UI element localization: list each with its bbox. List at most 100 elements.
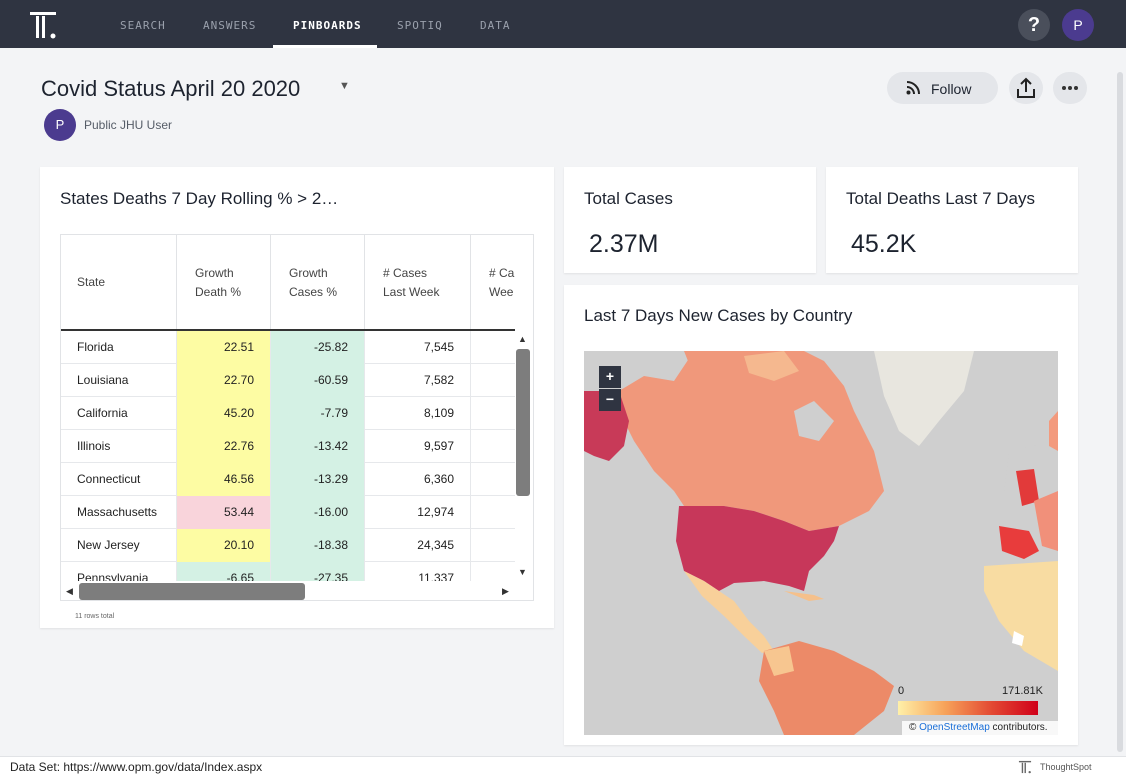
color-legend xyxy=(898,701,1038,715)
cases-week-cell[interactable] xyxy=(471,463,515,496)
state-cell[interactable]: California xyxy=(61,397,177,430)
table-row[interactable]: California 45.20 -7.79 8,109 xyxy=(61,397,515,430)
attribution-suffix: contributors. xyxy=(992,722,1048,733)
cases-week-cell[interactable] xyxy=(471,496,515,529)
user-avatar[interactable]: P xyxy=(1062,9,1094,41)
table-row[interactable]: Florida 22.51 -25.82 7,545 xyxy=(61,331,515,364)
cases-last-week-cell[interactable]: 9,597 xyxy=(365,430,471,463)
data-table: State Growth Death % Growth Cases % # Ca… xyxy=(60,234,534,601)
chevron-down-icon[interactable]: ▼ xyxy=(339,80,350,92)
cases-last-week-cell[interactable]: 6,360 xyxy=(365,463,471,496)
rss-icon xyxy=(906,81,920,95)
growth-cases-cell[interactable]: -13.29 xyxy=(271,463,365,496)
growth-death-cell[interactable]: 22.70 xyxy=(177,364,271,397)
zoom-out-button[interactable]: − xyxy=(599,389,621,411)
table-row[interactable]: Louisiana 22.70 -60.59 7,582 xyxy=(61,364,515,397)
horizontal-scrollbar-thumb[interactable] xyxy=(79,583,305,600)
column-header-cases-week[interactable]: # Ca Wee xyxy=(471,235,515,330)
state-cell[interactable]: Louisiana xyxy=(61,364,177,397)
map-card: Last 7 Days New Cases by Country xyxy=(564,285,1078,745)
kpi-title[interactable]: Total Cases xyxy=(584,189,673,208)
state-cell[interactable]: Massachusetts xyxy=(61,496,177,529)
growth-death-cell[interactable]: 22.51 xyxy=(177,331,271,364)
footer: Data Set: https://www.opm.gov/data/Index… xyxy=(0,756,1126,776)
cases-last-week-cell[interactable]: 7,582 xyxy=(365,364,471,397)
follow-button[interactable]: Follow xyxy=(887,72,998,104)
table-row[interactable]: New Jersey 20.10 -18.38 24,345 xyxy=(61,529,515,562)
more-options-button[interactable] xyxy=(1053,72,1087,104)
nav-answers[interactable]: ANSWERS xyxy=(203,19,257,32)
column-header-cases-last-week[interactable]: # Cases Last Week xyxy=(365,235,471,330)
cases-week-cell[interactable] xyxy=(471,430,515,463)
scroll-left-icon[interactable]: ◀ xyxy=(66,586,73,596)
column-header-label: Growth Cases % xyxy=(289,266,338,299)
growth-death-cell[interactable]: 46.56 xyxy=(177,463,271,496)
cases-last-week-cell[interactable]: 12,974 xyxy=(365,496,471,529)
cases-week-cell[interactable] xyxy=(471,364,515,397)
growth-cases-cell[interactable]: -7.79 xyxy=(271,397,365,430)
growth-cases-cell[interactable]: -13.42 xyxy=(271,430,365,463)
kpi-card-total-deaths: Total Deaths Last 7 Days 45.2K xyxy=(826,167,1078,273)
cases-week-cell[interactable] xyxy=(471,529,515,562)
state-cell[interactable]: New Jersey xyxy=(61,529,177,562)
scroll-up-icon[interactable]: ▲ xyxy=(518,334,527,344)
help-button[interactable]: ? xyxy=(1018,9,1050,41)
share-button[interactable] xyxy=(1009,72,1043,104)
table-card-title[interactable]: States Deaths 7 Day Rolling % > 2… xyxy=(60,189,339,208)
column-header-state[interactable]: State xyxy=(61,235,177,330)
legend-min-label: 0 xyxy=(898,685,905,697)
growth-death-cell[interactable]: 45.20 xyxy=(177,397,271,430)
map-card-title[interactable]: Last 7 Days New Cases by Country xyxy=(584,306,853,325)
kpi-title[interactable]: Total Deaths Last 7 Days xyxy=(846,189,1035,208)
rows-total: 11 rows total xyxy=(75,613,115,620)
choropleth-map[interactable]: + − 0 171.81K © OpenStreetMap contributo… xyxy=(584,351,1058,735)
active-tab-indicator xyxy=(273,45,377,48)
kpi-card-total-cases: Total Cases 2.37M xyxy=(564,167,816,273)
map-canvas xyxy=(584,351,1058,735)
openstreetmap-link[interactable]: OpenStreetMap xyxy=(919,722,990,733)
state-cell[interactable]: Illinois xyxy=(61,430,177,463)
nav-search[interactable]: SEARCH xyxy=(120,19,166,32)
growth-death-cell[interactable]: 22.76 xyxy=(177,430,271,463)
table-row[interactable]: Massachusetts 53.44 -16.00 12,974 xyxy=(61,496,515,529)
attribution-prefix: © xyxy=(909,722,917,733)
growth-death-cell[interactable]: 20.10 xyxy=(177,529,271,562)
share-icon xyxy=(1017,77,1035,98)
nav-spotiq[interactable]: SPOTIQ xyxy=(397,19,443,32)
cases-week-cell[interactable] xyxy=(471,397,515,430)
thoughtspot-logo-icon xyxy=(1018,760,1032,774)
cases-week-cell[interactable] xyxy=(471,331,515,364)
cases-last-week-cell[interactable]: 7,545 xyxy=(365,331,471,364)
dot-icon xyxy=(1068,86,1072,90)
dataset-source: Data Set: https://www.opm.gov/data/Index… xyxy=(10,760,263,774)
cases-last-week-cell[interactable]: 8,109 xyxy=(365,397,471,430)
column-header-label: Growth Death % xyxy=(195,266,242,299)
table-card: States Deaths 7 Day Rolling % > 2… State… xyxy=(40,167,554,628)
author-name: Public JHU User xyxy=(84,118,173,132)
legend-max-label: 171.81K xyxy=(1002,685,1043,697)
vertical-scrollbar-thumb[interactable] xyxy=(516,349,530,496)
thoughtspot-logo-icon[interactable] xyxy=(28,10,58,40)
column-header-growth-cases[interactable]: Growth Cases % xyxy=(271,235,365,330)
header-divider xyxy=(61,329,515,331)
scroll-down-icon[interactable]: ▼ xyxy=(518,567,527,577)
nav-pinboards[interactable]: PINBOARDS xyxy=(293,19,362,32)
author-avatar: P xyxy=(44,109,76,141)
table-row[interactable]: Illinois 22.76 -13.42 9,597 xyxy=(61,430,515,463)
growth-death-cell[interactable]: 53.44 xyxy=(177,496,271,529)
column-header-label: # Cases Last Week xyxy=(383,266,440,299)
state-cell[interactable]: Florida xyxy=(61,331,177,364)
growth-cases-cell[interactable]: -16.00 xyxy=(271,496,365,529)
column-header-growth-death[interactable]: Growth Death % xyxy=(177,235,271,330)
table-row[interactable]: Connecticut 46.56 -13.29 6,360 xyxy=(61,463,515,496)
growth-cases-cell[interactable]: -60.59 xyxy=(271,364,365,397)
nav-data[interactable]: DATA xyxy=(480,19,511,32)
page-scrollbar[interactable] xyxy=(1117,72,1123,752)
scroll-right-icon[interactable]: ▶ xyxy=(502,586,509,596)
pinboard-title[interactable]: Covid Status April 20 2020 xyxy=(41,76,301,101)
state-cell[interactable]: Connecticut xyxy=(61,463,177,496)
growth-cases-cell[interactable]: -25.82 xyxy=(271,331,365,364)
growth-cases-cell[interactable]: -18.38 xyxy=(271,529,365,562)
zoom-in-button[interactable]: + xyxy=(599,366,621,388)
cases-last-week-cell[interactable]: 24,345 xyxy=(365,529,471,562)
